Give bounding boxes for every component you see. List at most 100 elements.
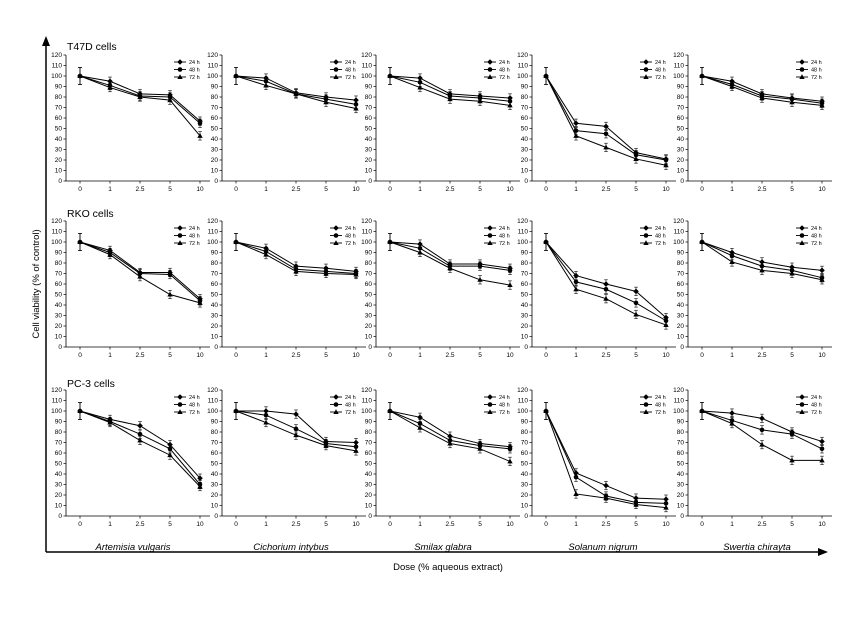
- y-tick-label: 20: [521, 492, 529, 499]
- legend-label: 48 h: [811, 403, 822, 409]
- y-tick-label: 10: [55, 334, 63, 341]
- legend-marker: [177, 402, 183, 407]
- y-tick-label: 90: [521, 419, 529, 426]
- data-point: [819, 277, 825, 282]
- y-tick-label: 40: [365, 471, 373, 478]
- y-tick-label: 100: [361, 239, 372, 246]
- x-tick-label: 2.5: [135, 186, 144, 193]
- data-point: [137, 431, 143, 437]
- data-point: [477, 446, 483, 451]
- legend-marker: [333, 233, 339, 238]
- y-tick-label: 60: [677, 281, 685, 288]
- legend-marker: [487, 233, 493, 238]
- legend-label: 48 h: [499, 403, 510, 409]
- panel-r1-c3: 0 10 20 30 40 50 60 70 80 90 100 110 120 0 1 2.5 5 10 24 h…: [361, 52, 520, 193]
- y-tick-label: 60: [365, 115, 373, 122]
- y-tick-label: 10: [521, 334, 529, 341]
- data-point: [507, 268, 513, 273]
- x-tick-label: 2.5: [757, 186, 766, 193]
- y-tick-label: 40: [55, 302, 63, 309]
- series-72h: [387, 67, 513, 110]
- legend-label: 72 h: [499, 241, 510, 247]
- data-point: [699, 239, 705, 244]
- y-tick-label: 100: [51, 408, 62, 415]
- legend-marker: [177, 233, 183, 238]
- legend: 24 h 48 h72 h: [796, 394, 822, 416]
- legend-label: 24 h: [655, 395, 666, 401]
- data-point: [759, 427, 765, 433]
- y-tick-label: 90: [521, 84, 529, 91]
- x-tick-label: 2.5: [135, 352, 144, 359]
- x-axis-arrow-head: [818, 548, 828, 556]
- series-72h: [233, 402, 359, 456]
- data-point: [477, 263, 483, 269]
- series-72h: [543, 402, 669, 513]
- x-tick-label: 10: [662, 521, 670, 528]
- y-tick-label: 80: [211, 260, 219, 267]
- legend-label: 24 h: [811, 60, 822, 66]
- data-point: [477, 277, 483, 282]
- legend-marker: [333, 67, 339, 72]
- y-tick-label: 30: [521, 313, 529, 320]
- y-tick-label: 0: [58, 344, 62, 351]
- legend-marker: [333, 240, 339, 245]
- data-point: [197, 133, 203, 138]
- x-tick-label: 10: [352, 352, 360, 359]
- y-tick-label: 110: [674, 229, 685, 236]
- x-tick-label: 5: [324, 352, 328, 359]
- y-tick-label: 70: [55, 440, 63, 447]
- data-point: [789, 99, 795, 105]
- data-point: [729, 410, 735, 416]
- panel-r3-c2: 0 10 20 30 40 50 60 70 80 90 100 110 120 0 1 2.5 5 10 24 h…: [207, 387, 366, 528]
- legend-marker: [177, 409, 183, 414]
- y-tick-label: 0: [368, 513, 372, 520]
- x-tick-label: 1: [108, 186, 112, 193]
- x-tick-label: 1: [730, 186, 734, 193]
- series-72h: [233, 67, 359, 114]
- legend-marker: [177, 59, 183, 65]
- x-tick-label: 0: [544, 186, 548, 193]
- legend-marker: [487, 67, 493, 72]
- legend-label: 72 h: [655, 241, 666, 247]
- y-tick-label: 100: [207, 408, 218, 415]
- y-tick-label: 10: [521, 503, 529, 510]
- y-tick-label: 60: [677, 115, 685, 122]
- panel-r3-c5: 0 10 20 30 40 50 60 70 80 90 100 110 120 0 1 2.5 5 10 24 h…: [673, 387, 832, 528]
- legend: 24 h 48 h72 h: [484, 394, 510, 416]
- legend: 24 h 48 h72 h: [484, 225, 510, 247]
- y-tick-label: 50: [211, 461, 219, 468]
- y-tick-label: 70: [521, 271, 529, 278]
- series-72h: [699, 402, 825, 465]
- legend: 24 h 48 h72 h: [174, 394, 200, 416]
- x-tick-label: 2.5: [445, 352, 454, 359]
- data-point: [263, 251, 269, 257]
- y-tick-label: 30: [677, 482, 685, 489]
- y-tick-label: 10: [677, 503, 685, 510]
- data-point: [603, 495, 609, 501]
- y-tick-label: 90: [211, 250, 219, 257]
- x-tick-label: 10: [818, 352, 826, 359]
- legend-label: 48 h: [345, 403, 356, 409]
- data-point: [759, 441, 765, 447]
- y-tick-label: 10: [211, 334, 219, 341]
- series-48h: [543, 233, 669, 326]
- y-tick-label: 80: [211, 429, 219, 436]
- x-tick-label: 10: [818, 521, 826, 528]
- legend-label: 24 h: [189, 226, 200, 232]
- x-tick-label: 1: [418, 186, 422, 193]
- legend-label: 72 h: [189, 410, 200, 416]
- series-72h: [699, 233, 825, 285]
- panel-r1-c5: 0 10 20 30 40 50 60 70 80 90 100 110 120 0 1 2.5 5 10 24 h…: [673, 52, 832, 193]
- y-tick-label: 40: [521, 136, 529, 143]
- legend-label: 24 h: [499, 395, 510, 401]
- data-point: [633, 288, 639, 295]
- y-tick-label: 70: [365, 271, 373, 278]
- y-tick-label: 60: [211, 450, 219, 457]
- y-tick-label: 80: [677, 260, 685, 267]
- legend-label: 72 h: [345, 410, 356, 416]
- y-tick-label: 110: [674, 398, 685, 405]
- y-tick-label: 70: [211, 105, 219, 112]
- data-point: [323, 99, 329, 105]
- legend-label: 72 h: [811, 241, 822, 247]
- data-point: [323, 442, 329, 448]
